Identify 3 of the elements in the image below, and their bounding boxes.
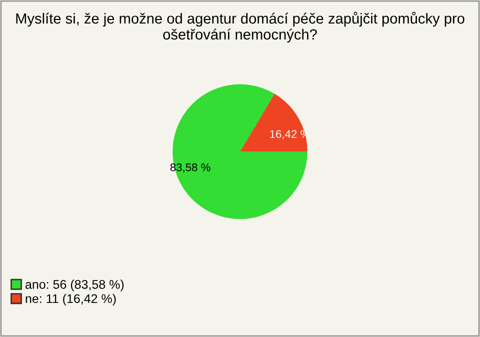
legend-label: ano: 56 (83,58 %)	[26, 280, 124, 292]
legend-label: ne: 11 (16,42 %)	[26, 294, 116, 306]
chart-title: Myslíte si, že je možne od agentur domácí péče zapůjčit pomůcky pro ošetřování nemocných?	[16, 12, 464, 42]
